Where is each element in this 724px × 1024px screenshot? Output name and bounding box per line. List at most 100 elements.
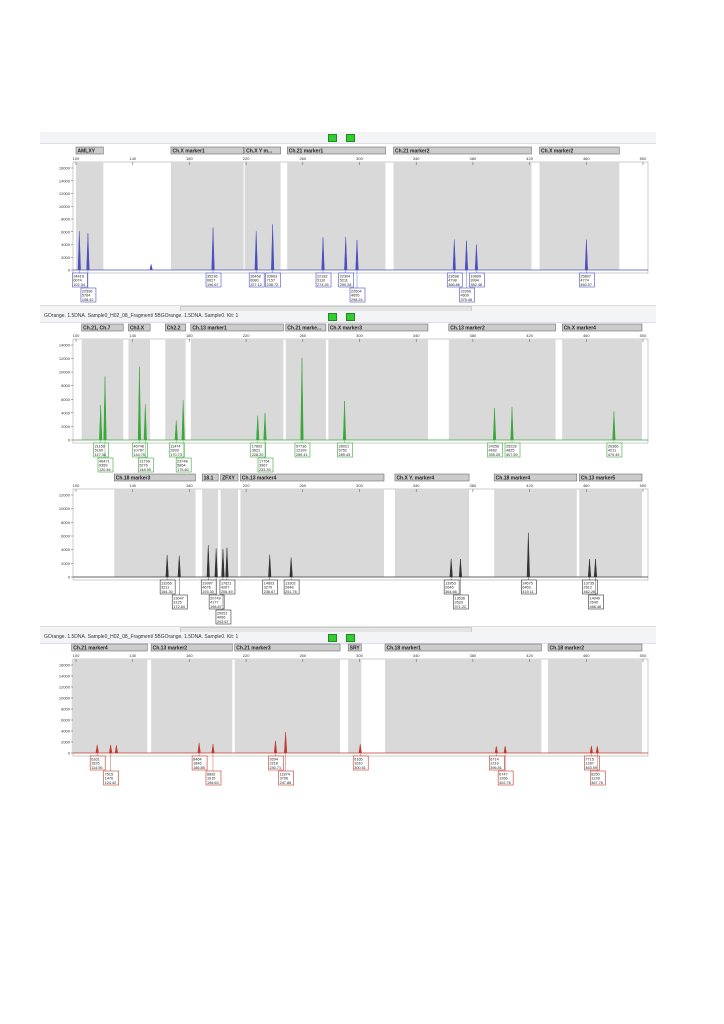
marker-name: AMLXY [78,148,96,154]
peak-label-box[interactable] [171,594,188,610]
marker-header[interactable] [201,473,219,482]
marker-header[interactable] [220,473,239,482]
peak-label-box[interactable] [72,272,88,288]
peak-label-text: 7715 [585,757,593,761]
peak-label-box[interactable] [582,579,598,595]
peak-label-box[interactable] [283,579,300,595]
peak-label-text: 2612 [584,586,592,590]
peak-label-box[interactable] [443,579,460,595]
marker-name: Ch.18 marker1 [387,645,422,651]
marker-header[interactable] [493,473,578,482]
peak-label-box[interactable] [89,755,106,771]
peak-label-box[interactable] [521,579,537,595]
peak-label-box[interactable] [349,287,366,303]
peak-label-box[interactable] [262,579,279,595]
marker-header[interactable] [165,323,186,332]
marker-header[interactable] [81,323,124,332]
peak-label-box[interactable] [606,442,623,458]
peak-label-box[interactable] [453,594,469,610]
marker-header[interactable] [328,323,429,332]
peak-label-box[interactable] [257,457,274,473]
peak-label-box[interactable] [446,272,463,288]
peak-label-box[interactable] [497,770,514,786]
green-check-icon[interactable] [328,134,337,142]
peak-label-box[interactable] [337,442,353,458]
green-check-icon[interactable] [328,634,337,642]
peak-label-box[interactable] [97,457,114,473]
peak [174,420,178,441]
marker-header[interactable] [286,146,386,155]
peak-label-box[interactable] [504,442,521,458]
peak-label-box[interactable] [80,287,97,303]
marker-header[interactable] [150,643,233,652]
green-check-icon[interactable] [346,313,355,321]
y-tick-label: 8000 [61,520,71,525]
peak-label-box[interactable] [579,272,595,288]
peak-label-box[interactable] [352,755,369,771]
green-check-icon[interactable] [328,313,337,321]
peak-label-box[interactable] [250,442,267,458]
peak-label-box[interactable] [469,272,485,288]
peak-label-box[interactable] [205,770,222,786]
peak-label-box[interactable] [487,442,503,458]
marker-name: Ch.21 marke... [287,325,322,331]
peak-label-box[interactable] [278,770,294,786]
marker-header[interactable] [234,643,341,652]
x-tick-label: 500 [640,653,647,658]
peak-label-box[interactable] [294,442,311,458]
x-tick-label: 340 [413,483,420,488]
marker-header[interactable] [547,643,643,652]
marker-header[interactable] [190,323,284,332]
marker-header[interactable] [71,643,148,652]
peak-label-box[interactable] [205,272,222,288]
marker-header[interactable] [394,473,470,482]
peak-label-box[interactable] [265,272,281,288]
peak-label-text: 371.22 [454,605,466,609]
marker-header[interactable] [170,146,244,155]
peak-label-box[interactable] [168,442,185,458]
marker-header[interactable] [128,323,151,332]
peak-label-box[interactable] [268,755,284,771]
peak-label-box[interactable] [489,755,505,771]
peak-label-box[interactable] [191,755,208,771]
marker-header[interactable] [114,473,196,482]
marker-header[interactable] [75,146,104,155]
marker-header[interactable] [539,146,620,155]
peak-label-box[interactable] [459,287,475,303]
peak [95,744,99,754]
peak-label-box[interactable] [103,770,119,786]
peak-label-box[interactable] [208,594,225,610]
peak-label-box[interactable] [175,457,192,473]
green-check-icon[interactable] [346,134,355,142]
peak-label-box[interactable] [589,770,606,786]
marker-header[interactable] [384,643,542,652]
peak-label-box[interactable] [588,594,604,610]
peak-label-text: 407.59 [506,453,518,457]
marker-header[interactable] [448,323,556,332]
marker-header[interactable] [578,473,643,482]
marker-header[interactable] [561,323,643,332]
peak-label-box[interactable] [215,609,232,625]
peak-label-text: 175.60 [177,468,189,472]
peak-label-box[interactable] [219,579,236,595]
marker-header[interactable] [240,473,385,482]
peak-label-box[interactable] [248,272,265,288]
peak-label-box[interactable] [132,442,148,458]
y-tick-label: 14000 [59,178,71,183]
marker-header[interactable] [347,643,362,652]
marker-header[interactable] [244,146,281,155]
peak [225,547,229,578]
marker-header[interactable] [393,146,532,155]
marker-header[interactable] [285,323,327,332]
peak-label-box[interactable] [338,272,355,288]
y-tick-label: 12000 [59,685,71,690]
peak-label-box[interactable] [159,579,176,595]
peak-label-text: 13953 [445,581,456,585]
y-tick-label: 0 [68,268,71,273]
marker-bin [285,339,326,440]
peak-label-box[interactable] [584,755,600,771]
peak-label-box[interactable] [315,272,332,288]
peak-label-box[interactable] [138,457,154,473]
peak [214,548,218,578]
green-check-icon[interactable] [346,634,355,642]
